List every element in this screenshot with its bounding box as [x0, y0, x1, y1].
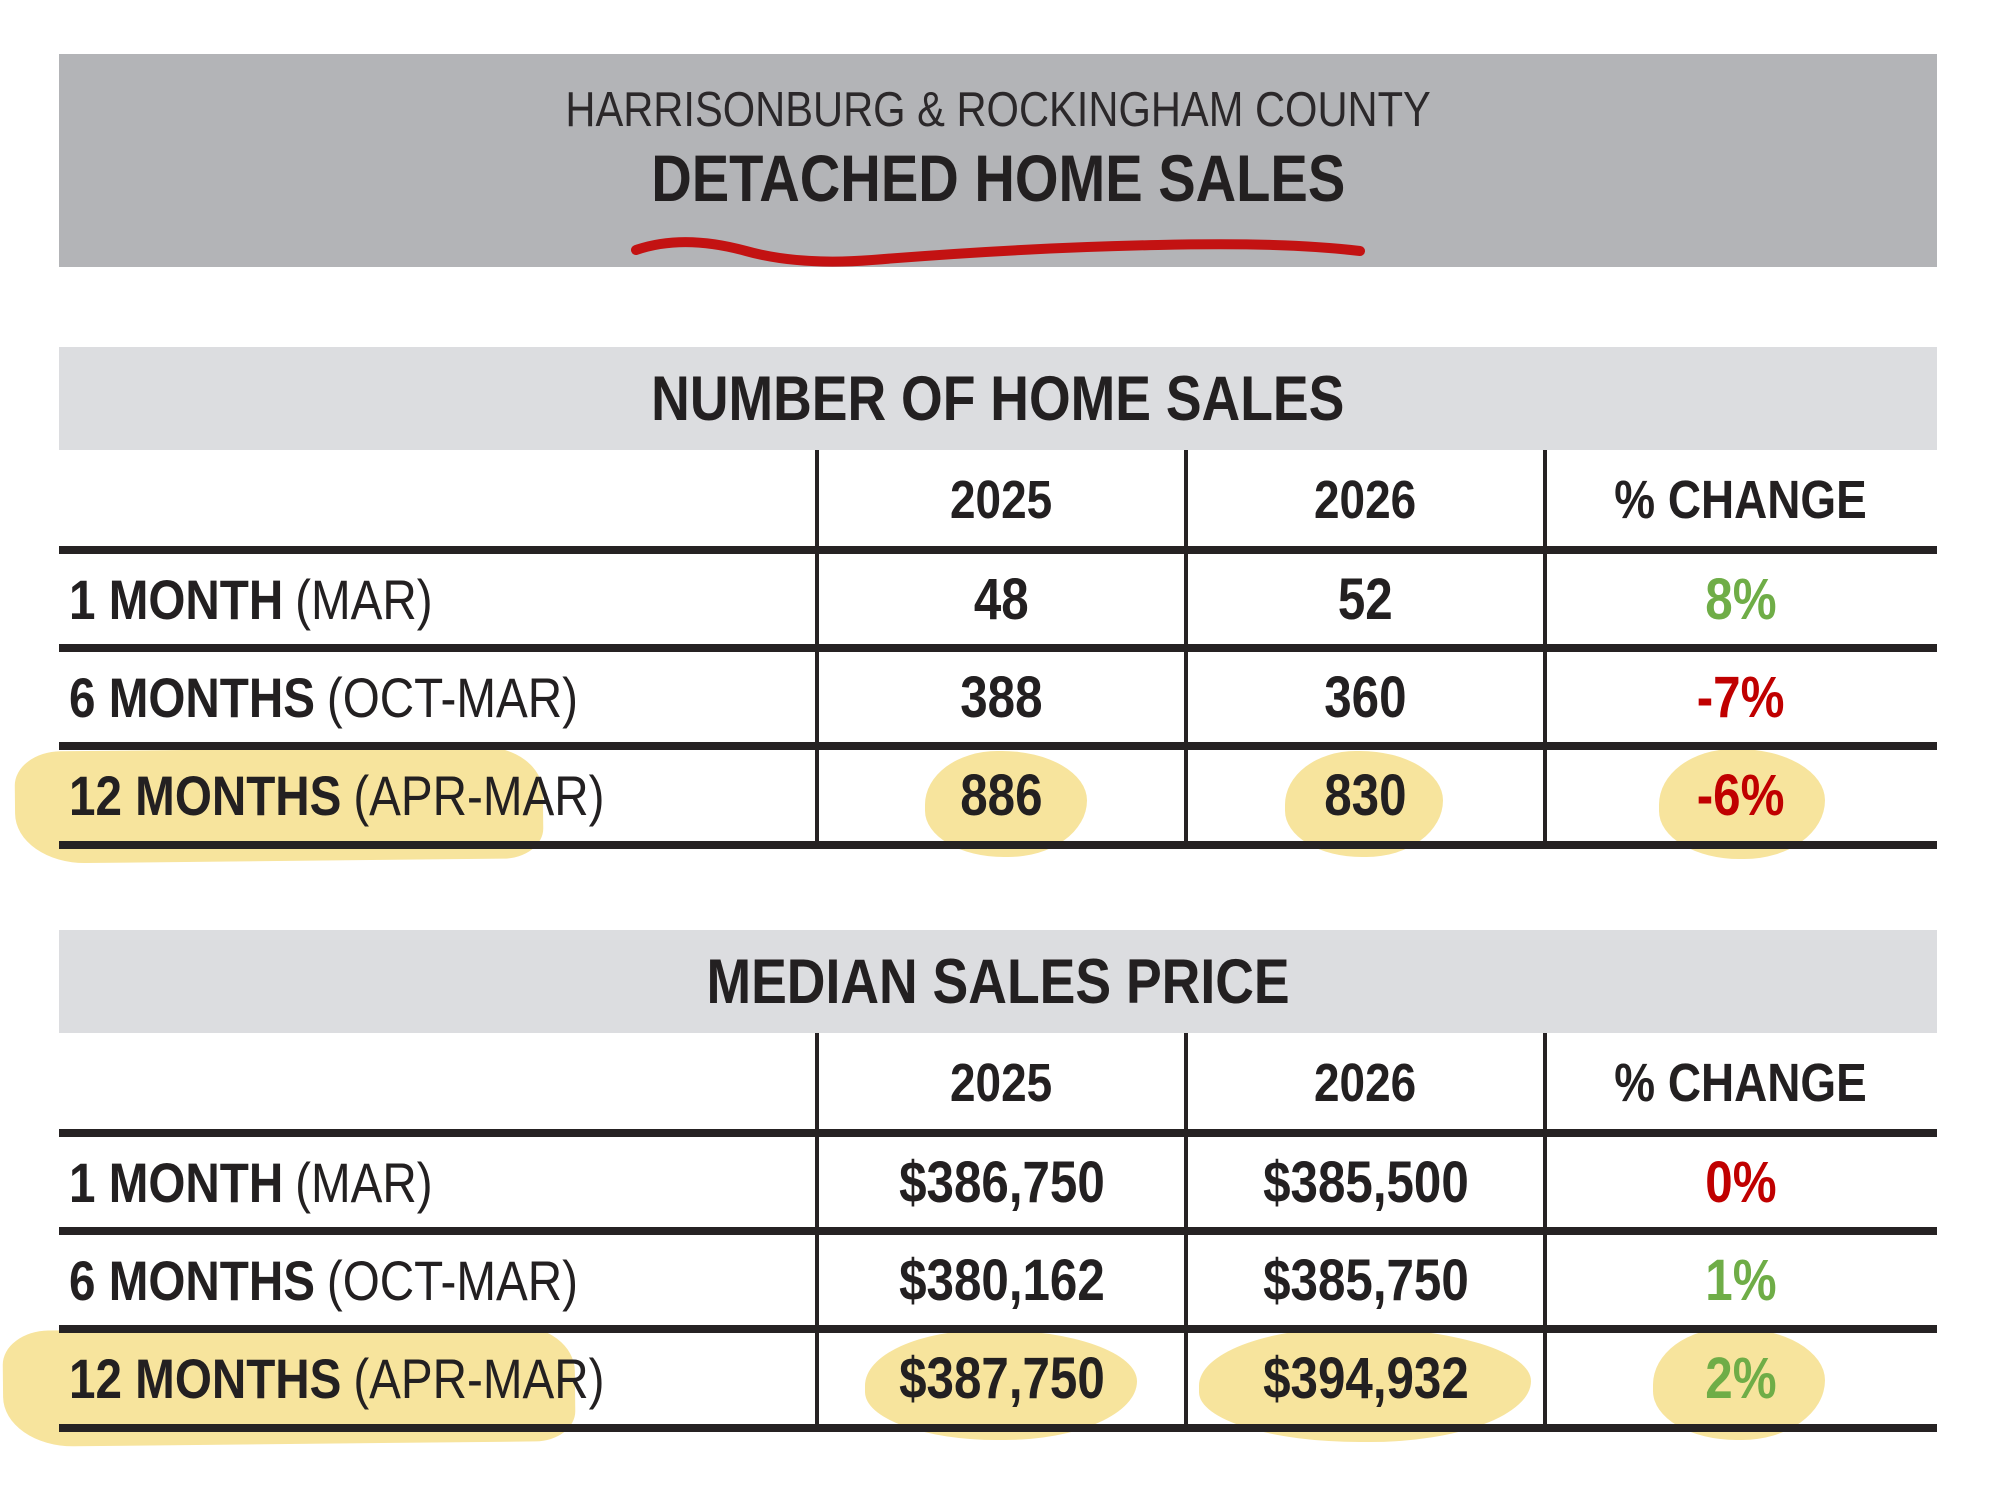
value-change: 0% [1705, 1149, 1777, 1215]
value-2025: $386,750 [898, 1149, 1105, 1215]
value-change: 8% [1705, 566, 1777, 632]
value-2026: $385,500 [1262, 1149, 1469, 1215]
number-of-home-sales-table: NUMBER OF HOME SALES 2025 2026 % CHANGE … [14, 347, 1937, 864]
row-label: 1 MONTH (MAR) [69, 1150, 433, 1214]
table-grid: 2025 2026 % CHANGE 1 MONTH (MAR) 48 52 8%… [59, 450, 1937, 845]
row-divider [59, 1325, 1937, 1333]
highlight-blob [1659, 749, 1825, 859]
report-title-text: DETACHED HOME SALES [650, 141, 1346, 215]
row-divider [59, 1227, 1937, 1235]
value-2026: 52 [1338, 566, 1393, 632]
table-title: MEDIAN SALES PRICE [706, 946, 1290, 1017]
row-divider [59, 742, 1937, 750]
red-underline-scribble [631, 237, 1365, 267]
highlight-blob [925, 751, 1087, 857]
column-header-2026: 2026 [1314, 1053, 1417, 1113]
highlight-blob [1199, 1328, 1531, 1442]
value-2026: 830 [1324, 763, 1407, 828]
table-title-band: NUMBER OF HOME SALES [59, 347, 1937, 450]
table-title-band: MEDIAN SALES PRICE [59, 930, 1937, 1033]
report-subtitle-text: HARRISONBURG & ROCKINGHAM COUNTY [565, 83, 1431, 137]
table-grid: 2025 2026 % CHANGE 1 MONTH (MAR) $386,750… [59, 1033, 1937, 1428]
value-2025: 388 [960, 664, 1043, 730]
highlight-blob [1653, 1328, 1825, 1440]
row-label: 12 MONTHS (APR-MAR) [69, 1347, 605, 1410]
row-divider [59, 546, 1937, 554]
value-2026: $394,932 [1262, 1346, 1469, 1411]
value-2025: $387,750 [898, 1346, 1105, 1411]
median-sales-price-table: MEDIAN SALES PRICE 2025 2026 % CHANGE 1 … [2, 930, 1937, 1447]
report-subtitle: HARRISONBURG & ROCKINGHAM COUNTY [59, 82, 1937, 138]
column-header-change: % CHANGE [1614, 470, 1868, 530]
row-label: 6 MONTHS (OCT-MAR) [69, 665, 579, 729]
value-change: -7% [1697, 664, 1785, 730]
row-label: 6 MONTHS (OCT-MAR) [69, 1248, 579, 1312]
table-title: NUMBER OF HOME SALES [651, 363, 1345, 434]
highlight-blob [1285, 751, 1443, 857]
column-header-change: % CHANGE [1614, 1053, 1868, 1113]
row-divider [59, 841, 1937, 849]
column-header-2026: 2026 [1314, 470, 1417, 530]
value-2025: 886 [960, 763, 1043, 828]
row-label: 12 MONTHS (APR-MAR) [69, 764, 605, 827]
corner-cell [59, 1033, 817, 1133]
row-divider [59, 1424, 1937, 1432]
report-title: DETACHED HOME SALES [59, 142, 1937, 214]
title-band: HARRISONBURG & ROCKINGHAM COUNTY DETACHE… [59, 54, 1937, 267]
value-change: 1% [1705, 1247, 1777, 1313]
row-divider [59, 644, 1937, 652]
value-change: -6% [1697, 763, 1785, 828]
corner-cell [59, 450, 817, 550]
value-2025: $380,162 [898, 1247, 1105, 1313]
highlight-blob [865, 1330, 1137, 1440]
column-header-2025: 2025 [950, 470, 1053, 530]
row-divider [59, 1129, 1937, 1137]
value-2026: 360 [1324, 664, 1407, 730]
column-header-2025: 2025 [950, 1053, 1053, 1113]
value-2026: $385,750 [1262, 1247, 1469, 1313]
value-2025: 48 [974, 566, 1029, 632]
row-label: 1 MONTH (MAR) [69, 567, 433, 631]
value-change: 2% [1705, 1346, 1777, 1411]
